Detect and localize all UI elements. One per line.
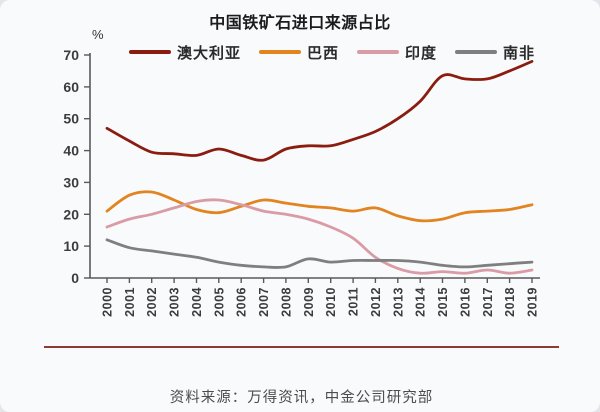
legend-label: 印度 — [405, 44, 438, 62]
x-tick-label: 2014 — [414, 287, 428, 317]
legend-label: 巴西 — [307, 44, 340, 62]
y-axis-unit-label: % — [92, 27, 104, 42]
x-tick-label: 2007 — [257, 287, 271, 317]
x-tick-label: 2005 — [212, 287, 226, 317]
legend-swatch — [357, 50, 400, 54]
legend-item: 澳大利亚 — [129, 42, 241, 63]
legend-swatch — [129, 50, 171, 54]
x-tick-label: 2000 — [101, 287, 115, 317]
series-line-印度 — [105, 198, 534, 275]
y-tick-label: 50 — [63, 111, 79, 127]
legend-item: 南非 — [455, 42, 535, 63]
x-tick-label: 2009 — [302, 287, 316, 317]
series-line-澳大利亚 — [105, 60, 534, 162]
y-tick-label: 0 — [71, 270, 79, 286]
footer-divider — [44, 346, 559, 348]
legend-label: 南非 — [503, 44, 536, 62]
legend-swatch — [455, 50, 498, 54]
y-tick-label: 10 — [63, 238, 79, 254]
x-tick-label: 2003 — [168, 287, 182, 317]
legend: 澳大利亚 巴西 印度 南非 — [129, 42, 553, 62]
series-line-巴西 — [105, 190, 534, 223]
legend-item: 印度 — [357, 42, 437, 63]
x-tick-label: 2015 — [436, 287, 450, 317]
x-tick-label: 2018 — [503, 287, 517, 317]
legend-label: 澳大利亚 — [177, 44, 242, 62]
x-tick-label: 2011 — [347, 287, 361, 316]
y-tick-label: 40 — [63, 143, 79, 159]
y-tick-label: 20 — [63, 206, 79, 222]
series-line-南非 — [105, 238, 534, 269]
x-tick-label: 2002 — [145, 287, 159, 317]
x-tick-label: 2010 — [324, 287, 338, 317]
y-tick-label: 60 — [63, 79, 79, 95]
x-tick-label: 2016 — [458, 287, 472, 317]
source-note: 资料来源：万得资讯，中金公司研究部 — [169, 390, 434, 406]
chart-title: 中国铁矿石进口来源占比 — [209, 15, 391, 32]
x-tick-label: 2008 — [279, 287, 293, 317]
y-tick-label: 30 — [63, 174, 79, 190]
x-tick-label: 2004 — [190, 287, 204, 317]
legend-item: 巴西 — [259, 42, 339, 63]
x-tick-label: 2001 — [123, 287, 137, 317]
legend-swatch — [259, 50, 302, 54]
x-tick-label: 2006 — [235, 287, 249, 317]
x-tick-label: 2013 — [391, 287, 405, 317]
x-tick-label: 2019 — [526, 287, 540, 317]
x-tick-label: 2012 — [369, 287, 383, 317]
x-tick-label: 2017 — [481, 287, 495, 317]
y-tick-label: 70 — [63, 47, 79, 63]
